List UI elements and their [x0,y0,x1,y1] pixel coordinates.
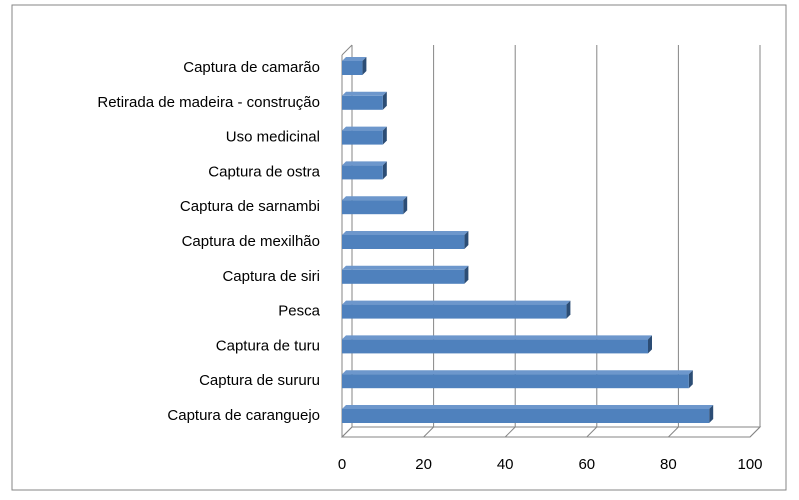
bar [342,370,693,389]
bar [342,126,387,145]
y-tick-label: Captura de caranguejo [167,407,320,424]
bar-side [382,91,387,110]
bar-front [342,269,465,284]
bar-side [464,265,469,284]
x-tick [586,426,598,438]
bar [342,265,469,284]
bar [342,300,571,319]
bar [342,231,469,249]
bar [342,196,408,215]
bar-side [566,300,571,319]
bar [342,335,652,354]
y-tick-label: Captura de ostra [208,163,320,180]
x-tick [341,426,353,438]
bar-front [342,339,648,354]
x-tick [504,426,516,438]
bar-front [342,200,404,215]
x-tick-label: 60 [578,456,595,473]
bar-top [342,91,387,96]
y-tick-label: Pesca [278,303,320,320]
x-tick [749,426,761,438]
y-tick-label: Captura de siri [222,268,320,285]
bar-top [342,196,408,201]
bar-top [342,335,652,340]
bar-front [342,130,383,145]
bar-side [648,335,652,354]
y-tick-label: Uso medicinal [226,129,320,146]
bar-side [464,231,469,249]
bar-top [342,265,469,270]
bar-front [342,304,567,319]
bar [342,91,387,110]
y-tick-label: Captura de camarão [183,59,320,76]
x-tick-label: 20 [415,456,432,473]
bar-side [709,405,714,423]
x-tick-label: 80 [660,456,677,473]
x-tick [423,426,434,438]
y-tick-label: Captura de sururu [199,372,320,389]
bar-top [342,57,367,61]
bar-front [342,165,383,180]
y-tick-label: Captura de mexilhão [182,233,320,250]
bar-top [342,231,469,235]
y-tick-label: Captura de turu [216,337,320,354]
y-tick-label: Retirada de madeira - construção [97,94,320,111]
bar [342,405,714,423]
bar-side [382,161,387,180]
bar-top [342,300,571,305]
x-tick-label: 0 [338,456,346,473]
bar-side [403,196,408,215]
bar-front [342,374,689,389]
bar-top [342,405,714,409]
bar [342,161,387,180]
wall-top-edge [341,44,353,56]
bar-front [342,95,383,110]
bar-side [688,370,693,389]
bar [342,57,367,75]
bar-side [362,57,367,75]
floor [340,426,762,438]
bar-top [342,370,693,375]
x-tick [668,426,679,438]
bar-side [382,126,387,145]
bar-top [342,161,387,166]
bar-front [342,409,710,423]
x-tick-label: 100 [737,456,762,473]
bar-front [342,235,465,249]
bar-front [342,61,363,75]
x-tick-label: 40 [497,456,514,473]
y-tick-label: Captura de sarnambi [180,198,320,215]
bar-top [342,126,387,131]
